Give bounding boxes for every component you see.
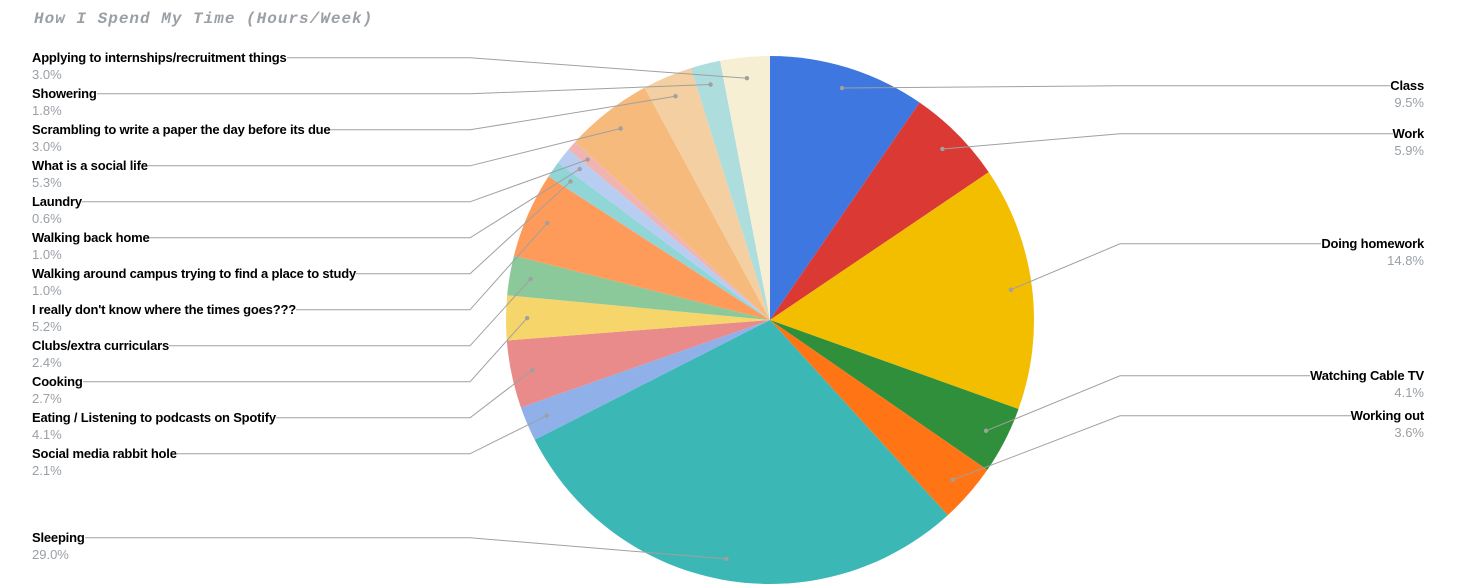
leader-line xyxy=(842,86,1390,88)
slice-label-pct: 5.9% xyxy=(1393,143,1424,158)
slice-label: Eating / Listening to podcasts on Spotif… xyxy=(32,410,276,442)
slice-label-pct: 3.0% xyxy=(32,67,287,82)
slice-label: Watching Cable TV 4.1% xyxy=(1310,368,1424,400)
slice-label: Working out 3.6% xyxy=(1351,408,1424,440)
slice-label-name: Walking back home xyxy=(32,230,149,245)
slice-label: Cooking 2.7% xyxy=(32,374,83,406)
slice-label-pct: 9.5% xyxy=(1390,95,1424,110)
leader-line xyxy=(1011,244,1321,290)
slice-label-pct: 5.3% xyxy=(32,175,148,190)
slice-label-pct: 2.4% xyxy=(32,355,169,370)
slice-label-pct: 3.0% xyxy=(32,139,330,154)
slice-label-pct: 1.8% xyxy=(32,103,97,118)
slice-label-name: Social media rabbit hole xyxy=(32,446,177,461)
slice-label: Walking around campus trying to find a p… xyxy=(32,266,356,298)
slice-label-pct: 0.6% xyxy=(32,211,82,226)
slice-label-pct: 3.6% xyxy=(1351,425,1424,440)
slice-label: Class 9.5% xyxy=(1390,78,1424,110)
slice-label-pct: 29.0% xyxy=(32,547,85,562)
slice-label-name: Applying to internships/recruitment thin… xyxy=(32,50,287,65)
slice-label-name: Class xyxy=(1390,78,1424,93)
slice-label: Walking back home 1.0% xyxy=(32,230,149,262)
slice-label-pct: 14.8% xyxy=(1321,253,1424,268)
leader-line xyxy=(953,416,1351,480)
leader-line xyxy=(276,370,532,418)
slice-label: Applying to internships/recruitment thin… xyxy=(32,50,287,82)
slice-label-name: Doing homework xyxy=(1321,236,1424,251)
slice-label-name: Showering xyxy=(32,86,97,101)
slice-label-name: Watching Cable TV xyxy=(1310,368,1424,383)
leader-line xyxy=(986,376,1310,431)
slice-label-name: Sleeping xyxy=(32,530,85,545)
slice-label-pct: 4.1% xyxy=(32,427,276,442)
slice-label-name: I really don't know where the times goes… xyxy=(32,302,296,317)
slice-label: Work 5.9% xyxy=(1393,126,1424,158)
slice-label: Showering 1.8% xyxy=(32,86,97,118)
slice-label-pct: 1.0% xyxy=(32,283,356,298)
slice-label-pct: 5.2% xyxy=(32,319,296,334)
slice-label-name: Working out xyxy=(1351,408,1424,423)
slice-label: Social media rabbit hole 2.1% xyxy=(32,446,177,478)
slice-label-name: Walking around campus trying to find a p… xyxy=(32,266,356,281)
leader-line xyxy=(942,134,1393,149)
slice-label-name: Laundry xyxy=(32,194,82,209)
slice-label-name: Clubs/extra curriculars xyxy=(32,338,169,353)
slice-label: I really don't know where the times goes… xyxy=(32,302,296,334)
slice-label-pct: 1.0% xyxy=(32,247,149,262)
slice-label-name: Scrambling to write a paper the day befo… xyxy=(32,122,330,137)
slice-label-name: What is a social life xyxy=(32,158,148,173)
slice-label: Scrambling to write a paper the day befo… xyxy=(32,122,330,154)
slice-label-name: Eating / Listening to podcasts on Spotif… xyxy=(32,410,276,425)
slice-label-pct: 2.7% xyxy=(32,391,83,406)
slice-label-name: Work xyxy=(1393,126,1424,141)
slice-label: Sleeping 29.0% xyxy=(32,530,85,562)
slice-label: Clubs/extra curriculars 2.4% xyxy=(32,338,169,370)
slice-label-pct: 2.1% xyxy=(32,463,177,478)
chart-title: How I Spend My Time (Hours/Week) xyxy=(34,10,373,28)
slice-label-pct: 4.1% xyxy=(1310,385,1424,400)
slice-label: Laundry 0.6% xyxy=(32,194,82,226)
leader-line xyxy=(97,85,711,94)
leader-line xyxy=(149,169,580,238)
slice-label-name: Cooking xyxy=(32,374,83,389)
slice-label: What is a social life 5.3% xyxy=(32,158,148,190)
slice-label: Doing homework 14.8% xyxy=(1321,236,1424,268)
